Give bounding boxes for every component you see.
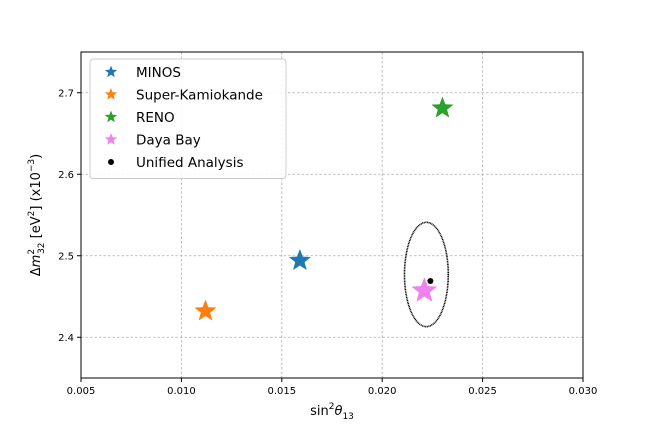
y-tick-label: 2.4 [58, 333, 74, 344]
legend-reno-label: RENO [136, 110, 175, 126]
y-tick-label: 2.5 [58, 251, 74, 262]
y-axis-title-m: m [29, 255, 44, 268]
x-tick-label: 0.030 [569, 386, 598, 397]
legend-super-kamiokande-label: Super-Kamiokande [136, 88, 263, 104]
legend: MINOS Super-Kamiokande RENO Daya Bay Unified… [89, 58, 287, 179]
x-axis-title-sup: 2 [329, 402, 335, 412]
daya-bay-marker [411, 277, 438, 302]
x-axis-title-sub: 13 [342, 412, 353, 422]
contour-curve [403, 221, 450, 328]
x-axis-title-theta: θ [334, 404, 342, 419]
super-kamiokande-marker [194, 299, 217, 321]
y-axis-title-sub: 32 [37, 242, 47, 253]
legend-minos-label: MINOS [136, 65, 181, 81]
y-axis-title-units-post: ] (x10 [29, 172, 44, 211]
legend-reno-swatch [104, 110, 118, 123]
legend-unified-analysis-label: Unified Analysis [136, 155, 243, 171]
y-tick-label: 2.7 [58, 88, 74, 99]
legend-daya-bay-swatch [104, 133, 118, 145]
y-axis-title-units-sup: 2 [27, 211, 37, 217]
y-axis-title-units: [eV [29, 216, 44, 242]
y-tick-label: 2.6 [58, 170, 74, 181]
legend-minos-swatch [104, 65, 118, 78]
x-axis-title: sin2θ13 [310, 402, 354, 422]
x-tick-label: 0.015 [267, 386, 296, 397]
x-axis-title-base: sin [310, 404, 329, 419]
x-tick-label: 0.025 [468, 386, 497, 397]
y-axis-title-close: ) [29, 154, 44, 159]
legend-box [89, 58, 287, 179]
unified-analysis-marker [427, 278, 434, 285]
y-axis-title-sup: 2 [27, 249, 37, 255]
minos-marker [288, 248, 312, 271]
legend-super-kamiokande-swatch [104, 88, 118, 100]
x-tick-label: 0.005 [67, 386, 96, 397]
legend-unified-analysis-swatch [108, 159, 114, 165]
confidence-contour [403, 221, 450, 328]
x-tick-label: 0.010 [167, 386, 196, 397]
plot-frame [80, 51, 584, 379]
legend-daya-bay-label: Daya Bay [136, 133, 201, 149]
data-markers [194, 96, 454, 321]
x-tick-label: 0.020 [368, 386, 397, 397]
reno-marker [431, 96, 454, 118]
y-axis-title-delta: Δ [29, 267, 44, 276]
axis-ticks: 0.005 0.010 0.015 0.020 0.025 0.030 2.4 2.5 2.6 2… [58, 88, 597, 397]
y-axis-title-exp: −3 [27, 159, 37, 172]
y-axis-title: Δm232 [eV2] (x10−3) [27, 154, 47, 276]
